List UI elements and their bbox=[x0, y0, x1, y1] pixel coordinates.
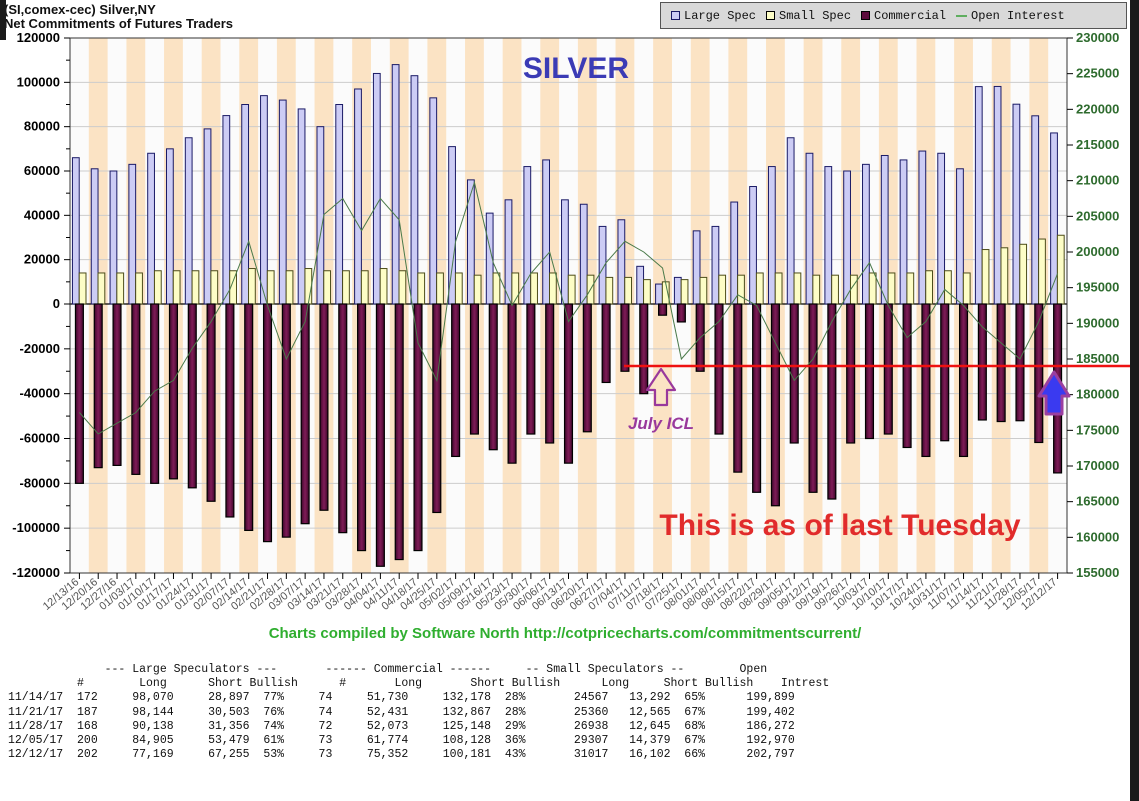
svg-text:-60000: -60000 bbox=[20, 431, 60, 446]
svg-text:40000: 40000 bbox=[24, 207, 60, 222]
svg-text:180000: 180000 bbox=[1076, 387, 1119, 402]
svg-text:170000: 170000 bbox=[1076, 458, 1119, 473]
svg-text:200000: 200000 bbox=[1076, 244, 1119, 259]
svg-text:20000: 20000 bbox=[24, 252, 60, 267]
svg-text:-40000: -40000 bbox=[20, 386, 60, 401]
svg-text:205000: 205000 bbox=[1076, 208, 1119, 223]
svg-text:-100000: -100000 bbox=[12, 520, 60, 535]
svg-text:175000: 175000 bbox=[1076, 422, 1119, 437]
svg-text:215000: 215000 bbox=[1076, 137, 1119, 152]
svg-text:120000: 120000 bbox=[17, 30, 60, 45]
svg-text:80000: 80000 bbox=[24, 119, 60, 134]
svg-text:155000: 155000 bbox=[1076, 565, 1119, 580]
svg-text:-20000: -20000 bbox=[20, 341, 60, 356]
svg-text:SILVER: SILVER bbox=[523, 52, 629, 85]
svg-text:185000: 185000 bbox=[1076, 351, 1119, 366]
svg-text:210000: 210000 bbox=[1076, 173, 1119, 188]
svg-text:This is as of last Tuesday: This is as of last Tuesday bbox=[659, 509, 1021, 542]
svg-text:195000: 195000 bbox=[1076, 280, 1119, 295]
svg-text:60000: 60000 bbox=[24, 163, 60, 178]
svg-text:220000: 220000 bbox=[1076, 101, 1119, 116]
svg-text:July ICL: July ICL bbox=[628, 414, 694, 433]
svg-text:100000: 100000 bbox=[17, 74, 60, 89]
svg-text:-80000: -80000 bbox=[20, 475, 60, 490]
svg-text:165000: 165000 bbox=[1076, 494, 1119, 509]
svg-text:230000: 230000 bbox=[1076, 30, 1119, 45]
svg-text:160000: 160000 bbox=[1076, 529, 1119, 544]
svg-text:225000: 225000 bbox=[1076, 66, 1119, 81]
svg-text:-120000: -120000 bbox=[12, 565, 60, 580]
svg-text:Charts compiled by Software No: Charts compiled by Software North http:/… bbox=[269, 625, 862, 642]
svg-text:0: 0 bbox=[53, 296, 60, 311]
svg-text:190000: 190000 bbox=[1076, 315, 1119, 330]
